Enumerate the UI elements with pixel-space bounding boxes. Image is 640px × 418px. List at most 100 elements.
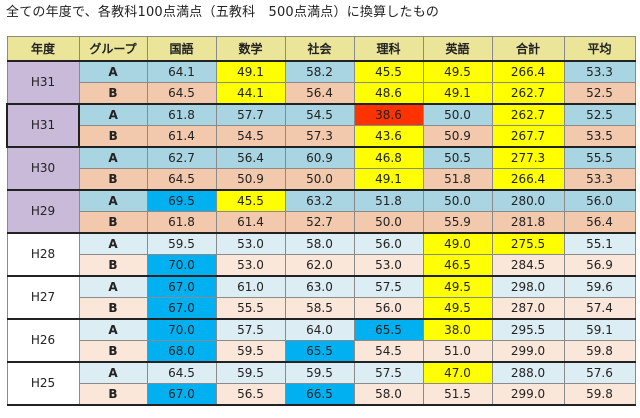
score-cell-math: 57.7 xyxy=(215,103,286,126)
score-cell-social: 66.5 xyxy=(284,383,355,406)
score-cell-social: 54.5 xyxy=(284,103,355,126)
table-row: B 67.0 55.5 58.5 56.0 49.5 287.0 57.4 xyxy=(7,297,636,320)
score-cell-japanese: 64.1 xyxy=(146,60,217,83)
year-cell: H31 xyxy=(6,103,80,148)
score-cell-japanese: 70.0 xyxy=(146,318,217,341)
header-year: 年度 xyxy=(6,36,80,62)
score-cell-science: 49.1 xyxy=(353,168,424,191)
score-cell-science: 48.6 xyxy=(353,82,424,105)
header-english: 英語 xyxy=(422,36,493,62)
score-cell-social: 60.9 xyxy=(284,146,355,169)
score-cell-science: 45.5 xyxy=(353,60,424,83)
score-cell-total: 299.0 xyxy=(491,383,565,406)
score-cell-total: 277.3 xyxy=(491,146,565,169)
table-row: B 64.5 50.9 50.0 49.1 51.8 266.4 53.3 xyxy=(7,168,636,191)
score-cell-japanese: 61.8 xyxy=(146,103,217,126)
group-cell: B xyxy=(78,340,148,363)
table-row: H26 A 70.0 57.5 64.0 65.5 38.0 295.5 59.1 xyxy=(6,318,636,363)
group-cell: B xyxy=(78,297,148,320)
score-cell-social: 58.2 xyxy=(284,60,355,83)
score-cell-math: 56.5 xyxy=(215,383,286,406)
score-cell-science: 57.5 xyxy=(353,275,424,298)
score-cell-science: 58.0 xyxy=(353,383,424,406)
score-cell-average: 59.6 xyxy=(563,275,636,298)
table-row: H31 A 64.1 49.1 58.2 45.5 49.5 266.4 53.3 xyxy=(6,60,636,105)
table-body: H31 A 64.1 49.1 58.2 45.5 49.5 266.4 53.3 B 64.5 44… xyxy=(6,60,636,406)
score-cell-total: 266.4 xyxy=(491,60,565,83)
group-cell: A xyxy=(78,275,148,298)
group-cell: A xyxy=(78,232,148,255)
score-cell-average: 59.8 xyxy=(563,340,636,363)
score-cell-average: 57.4 xyxy=(563,297,636,320)
score-cell-english: 38.0 xyxy=(422,318,493,341)
score-cell-total: 281.8 xyxy=(491,211,565,234)
score-cell-total: 284.5 xyxy=(491,254,565,277)
score-cell-japanese: 70.0 xyxy=(146,254,217,277)
score-cell-social: 65.5 xyxy=(284,340,355,363)
score-cell-japanese: 64.5 xyxy=(146,168,217,191)
score-cell-english: 51.8 xyxy=(422,168,493,191)
score-cell-math: 50.9 xyxy=(215,168,286,191)
score-cell-math: 59.5 xyxy=(215,361,286,384)
table-row: B 68.0 59.5 65.5 54.5 51.0 299.0 59.8 xyxy=(7,340,636,363)
table-row: H25 A 64.5 59.5 59.5 57.5 47.0 288.0 57.6 xyxy=(6,361,636,406)
score-cell-math: 49.1 xyxy=(215,60,286,83)
score-cell-japanese: 69.5 xyxy=(146,189,217,212)
score-cell-total: 287.0 xyxy=(491,297,565,320)
header-row: 年度 グループ 国語 数学 社会 理科 英語 合計 平均 xyxy=(6,36,636,62)
score-cell-average: 55.5 xyxy=(563,146,636,169)
score-cell-social: 50.0 xyxy=(284,168,355,191)
score-cell-average: 56.4 xyxy=(563,211,636,234)
score-cell-social: 63.2 xyxy=(284,189,355,212)
score-cell-math: 57.5 xyxy=(215,318,286,341)
score-cell-science: 43.6 xyxy=(353,125,424,148)
score-cell-average: 56.9 xyxy=(563,254,636,277)
score-cell-science: 53.0 xyxy=(353,254,424,277)
score-cell-science: 50.0 xyxy=(353,211,424,234)
year-cell: H25 xyxy=(6,361,80,406)
score-cell-total: 298.0 xyxy=(491,275,565,298)
score-cell-english: 49.5 xyxy=(422,60,493,83)
score-cell-science: 56.0 xyxy=(353,297,424,320)
score-cell-science: 46.8 xyxy=(353,146,424,169)
header-total: 合計 xyxy=(491,36,565,62)
score-cell-english: 51.5 xyxy=(422,383,493,406)
score-cell-social: 52.7 xyxy=(284,211,355,234)
score-cell-math: 54.5 xyxy=(215,125,286,148)
score-cell-average: 57.6 xyxy=(563,361,636,384)
score-cell-average: 52.5 xyxy=(563,82,636,105)
header-group: グループ xyxy=(78,36,148,62)
header-average: 平均 xyxy=(563,36,636,62)
score-cell-average: 59.8 xyxy=(563,383,636,406)
table-row: H27 A 67.0 61.0 63.0 57.5 49.5 298.0 59.6 xyxy=(6,275,636,320)
score-cell-average: 52.5 xyxy=(563,103,636,126)
group-cell: B xyxy=(78,82,148,105)
score-cell-math: 59.5 xyxy=(215,340,286,363)
score-cell-total: 275.5 xyxy=(491,232,565,255)
score-cell-japanese: 62.7 xyxy=(146,146,217,169)
table-row: B 61.4 54.5 57.3 43.6 50.9 267.7 53.5 xyxy=(7,125,636,148)
table-row: H30 A 62.7 56.4 60.9 46.8 50.5 277.3 55.5 xyxy=(6,146,636,191)
group-cell: A xyxy=(78,103,148,126)
score-cell-science: 54.5 xyxy=(353,340,424,363)
score-cell-english: 49.5 xyxy=(422,275,493,298)
year-cell: H29 xyxy=(6,189,80,234)
group-cell: A xyxy=(78,60,148,83)
score-cell-social: 56.4 xyxy=(284,82,355,105)
score-cell-english: 50.5 xyxy=(422,146,493,169)
table-row: B 70.0 53.0 62.0 53.0 46.5 284.5 56.9 xyxy=(7,254,636,277)
score-cell-science: 65.5 xyxy=(353,318,424,341)
score-cell-japanese: 68.0 xyxy=(146,340,217,363)
group-cell: A xyxy=(78,361,148,384)
score-cell-social: 63.0 xyxy=(284,275,355,298)
score-cell-social: 58.0 xyxy=(284,232,355,255)
score-cell-math: 44.1 xyxy=(215,82,286,105)
score-cell-average: 53.3 xyxy=(563,60,636,83)
header-social: 社会 xyxy=(284,36,355,62)
table-row: H31 A 61.8 57.7 54.5 38.6 50.0 262.7 52.5 xyxy=(6,103,636,148)
score-cell-math: 45.5 xyxy=(215,189,286,212)
score-cell-math: 56.4 xyxy=(215,146,286,169)
score-cell-english: 49.5 xyxy=(422,297,493,320)
score-cell-english: 49.1 xyxy=(422,82,493,105)
score-cell-japanese: 61.8 xyxy=(146,211,217,234)
